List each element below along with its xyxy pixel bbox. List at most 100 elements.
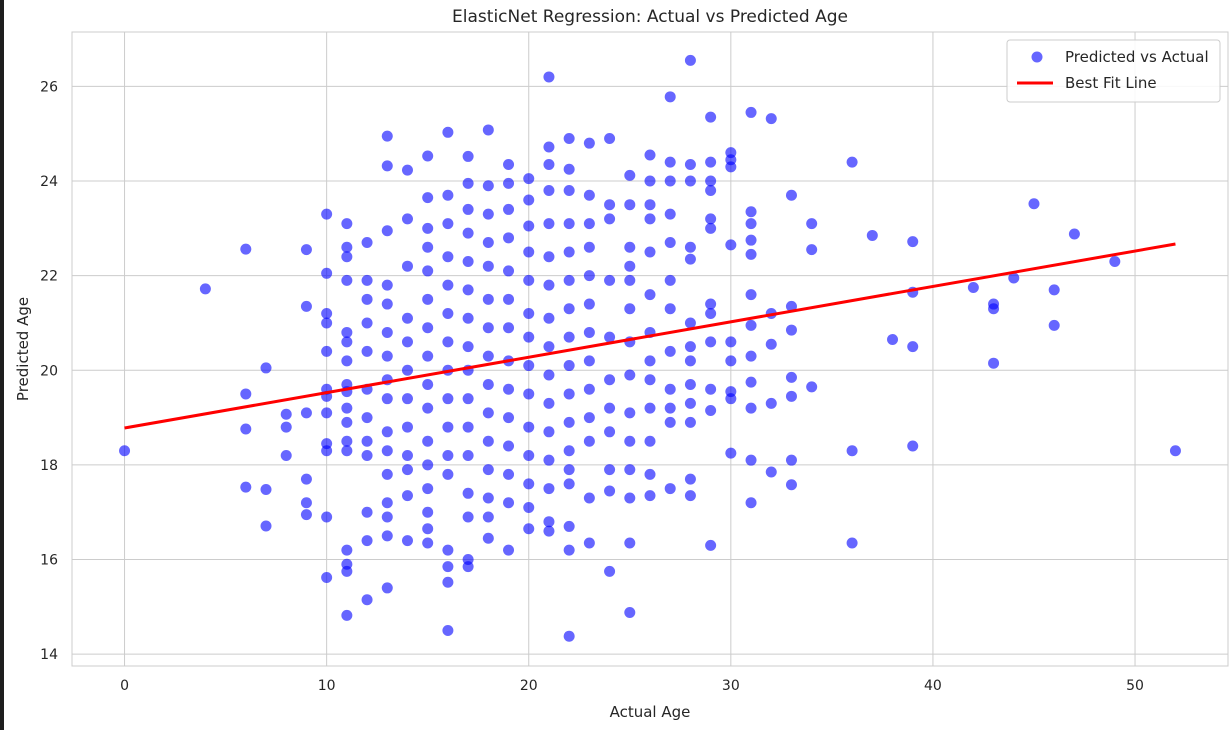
data-point bbox=[422, 523, 434, 535]
data-point bbox=[563, 478, 575, 490]
data-point bbox=[381, 511, 393, 523]
data-point bbox=[644, 246, 656, 258]
data-point bbox=[684, 175, 696, 187]
data-point bbox=[523, 478, 535, 490]
data-point bbox=[422, 222, 434, 234]
y-tick-label: 22 bbox=[40, 269, 58, 285]
data-point bbox=[503, 383, 515, 395]
data-point bbox=[341, 445, 353, 457]
data-point bbox=[967, 281, 979, 293]
data-point bbox=[664, 402, 676, 414]
data-point bbox=[684, 490, 696, 502]
data-point bbox=[280, 408, 292, 420]
data-point bbox=[503, 203, 515, 215]
data-point bbox=[280, 421, 292, 433]
data-points bbox=[119, 54, 1181, 642]
data-point bbox=[462, 511, 474, 523]
window-left-edge bbox=[0, 0, 4, 730]
data-point bbox=[442, 126, 454, 138]
data-point bbox=[745, 454, 757, 466]
data-point bbox=[604, 374, 616, 386]
data-point bbox=[442, 218, 454, 230]
data-point bbox=[583, 537, 595, 549]
data-point bbox=[361, 317, 373, 329]
data-point bbox=[462, 177, 474, 189]
data-point bbox=[341, 416, 353, 428]
x-tick-label: 10 bbox=[318, 678, 336, 694]
data-point bbox=[381, 326, 393, 338]
data-point bbox=[462, 227, 474, 239]
data-point bbox=[866, 229, 878, 241]
data-point bbox=[1008, 272, 1020, 284]
data-point bbox=[604, 199, 616, 211]
data-point bbox=[482, 293, 494, 305]
data-point bbox=[341, 435, 353, 447]
data-point bbox=[543, 158, 555, 170]
data-point bbox=[563, 464, 575, 476]
data-point bbox=[523, 274, 535, 286]
data-point bbox=[442, 393, 454, 405]
data-point bbox=[705, 175, 717, 187]
data-point bbox=[361, 506, 373, 518]
data-point bbox=[1028, 198, 1040, 210]
data-point bbox=[705, 222, 717, 234]
data-point bbox=[745, 234, 757, 246]
data-point bbox=[482, 260, 494, 272]
data-point bbox=[705, 539, 717, 551]
data-point bbox=[765, 113, 777, 125]
data-point bbox=[1109, 255, 1121, 267]
data-point bbox=[321, 445, 333, 457]
data-point bbox=[725, 447, 737, 459]
data-point bbox=[583, 412, 595, 424]
data-point bbox=[341, 609, 353, 621]
data-point bbox=[240, 243, 252, 255]
data-point bbox=[725, 161, 737, 173]
data-point bbox=[664, 345, 676, 357]
best-fit-line bbox=[124, 242, 1176, 430]
data-point bbox=[543, 525, 555, 537]
data-point bbox=[583, 241, 595, 253]
data-point bbox=[705, 298, 717, 310]
data-point bbox=[462, 284, 474, 296]
data-point bbox=[604, 402, 616, 414]
data-point bbox=[705, 308, 717, 320]
data-point bbox=[462, 255, 474, 267]
data-point bbox=[644, 355, 656, 367]
data-point bbox=[705, 405, 717, 417]
data-point bbox=[341, 218, 353, 230]
data-point bbox=[907, 236, 919, 248]
data-point bbox=[401, 449, 413, 461]
data-point bbox=[482, 532, 494, 544]
data-point bbox=[745, 248, 757, 260]
data-point bbox=[563, 163, 575, 175]
data-point bbox=[442, 279, 454, 291]
data-point bbox=[523, 360, 535, 372]
data-point bbox=[361, 274, 373, 286]
data-point bbox=[361, 237, 373, 249]
data-point bbox=[119, 445, 131, 457]
data-point bbox=[523, 308, 535, 320]
data-point bbox=[563, 132, 575, 144]
data-point bbox=[1048, 319, 1060, 331]
data-point bbox=[745, 319, 757, 331]
data-point bbox=[785, 479, 797, 491]
data-point bbox=[300, 407, 312, 419]
data-point bbox=[543, 369, 555, 381]
data-point bbox=[745, 402, 757, 414]
data-point bbox=[321, 345, 333, 357]
data-point bbox=[543, 251, 555, 263]
data-point bbox=[563, 445, 575, 457]
data-point bbox=[321, 308, 333, 320]
data-point bbox=[543, 218, 555, 230]
data-point bbox=[321, 317, 333, 329]
data-point bbox=[765, 466, 777, 478]
data-point bbox=[422, 435, 434, 447]
data-point bbox=[1048, 284, 1060, 296]
data-point bbox=[482, 492, 494, 504]
data-point bbox=[381, 350, 393, 362]
plot-border bbox=[71, 31, 1229, 667]
data-point bbox=[422, 192, 434, 204]
data-point bbox=[401, 393, 413, 405]
data-point bbox=[422, 506, 434, 518]
data-point bbox=[341, 326, 353, 338]
